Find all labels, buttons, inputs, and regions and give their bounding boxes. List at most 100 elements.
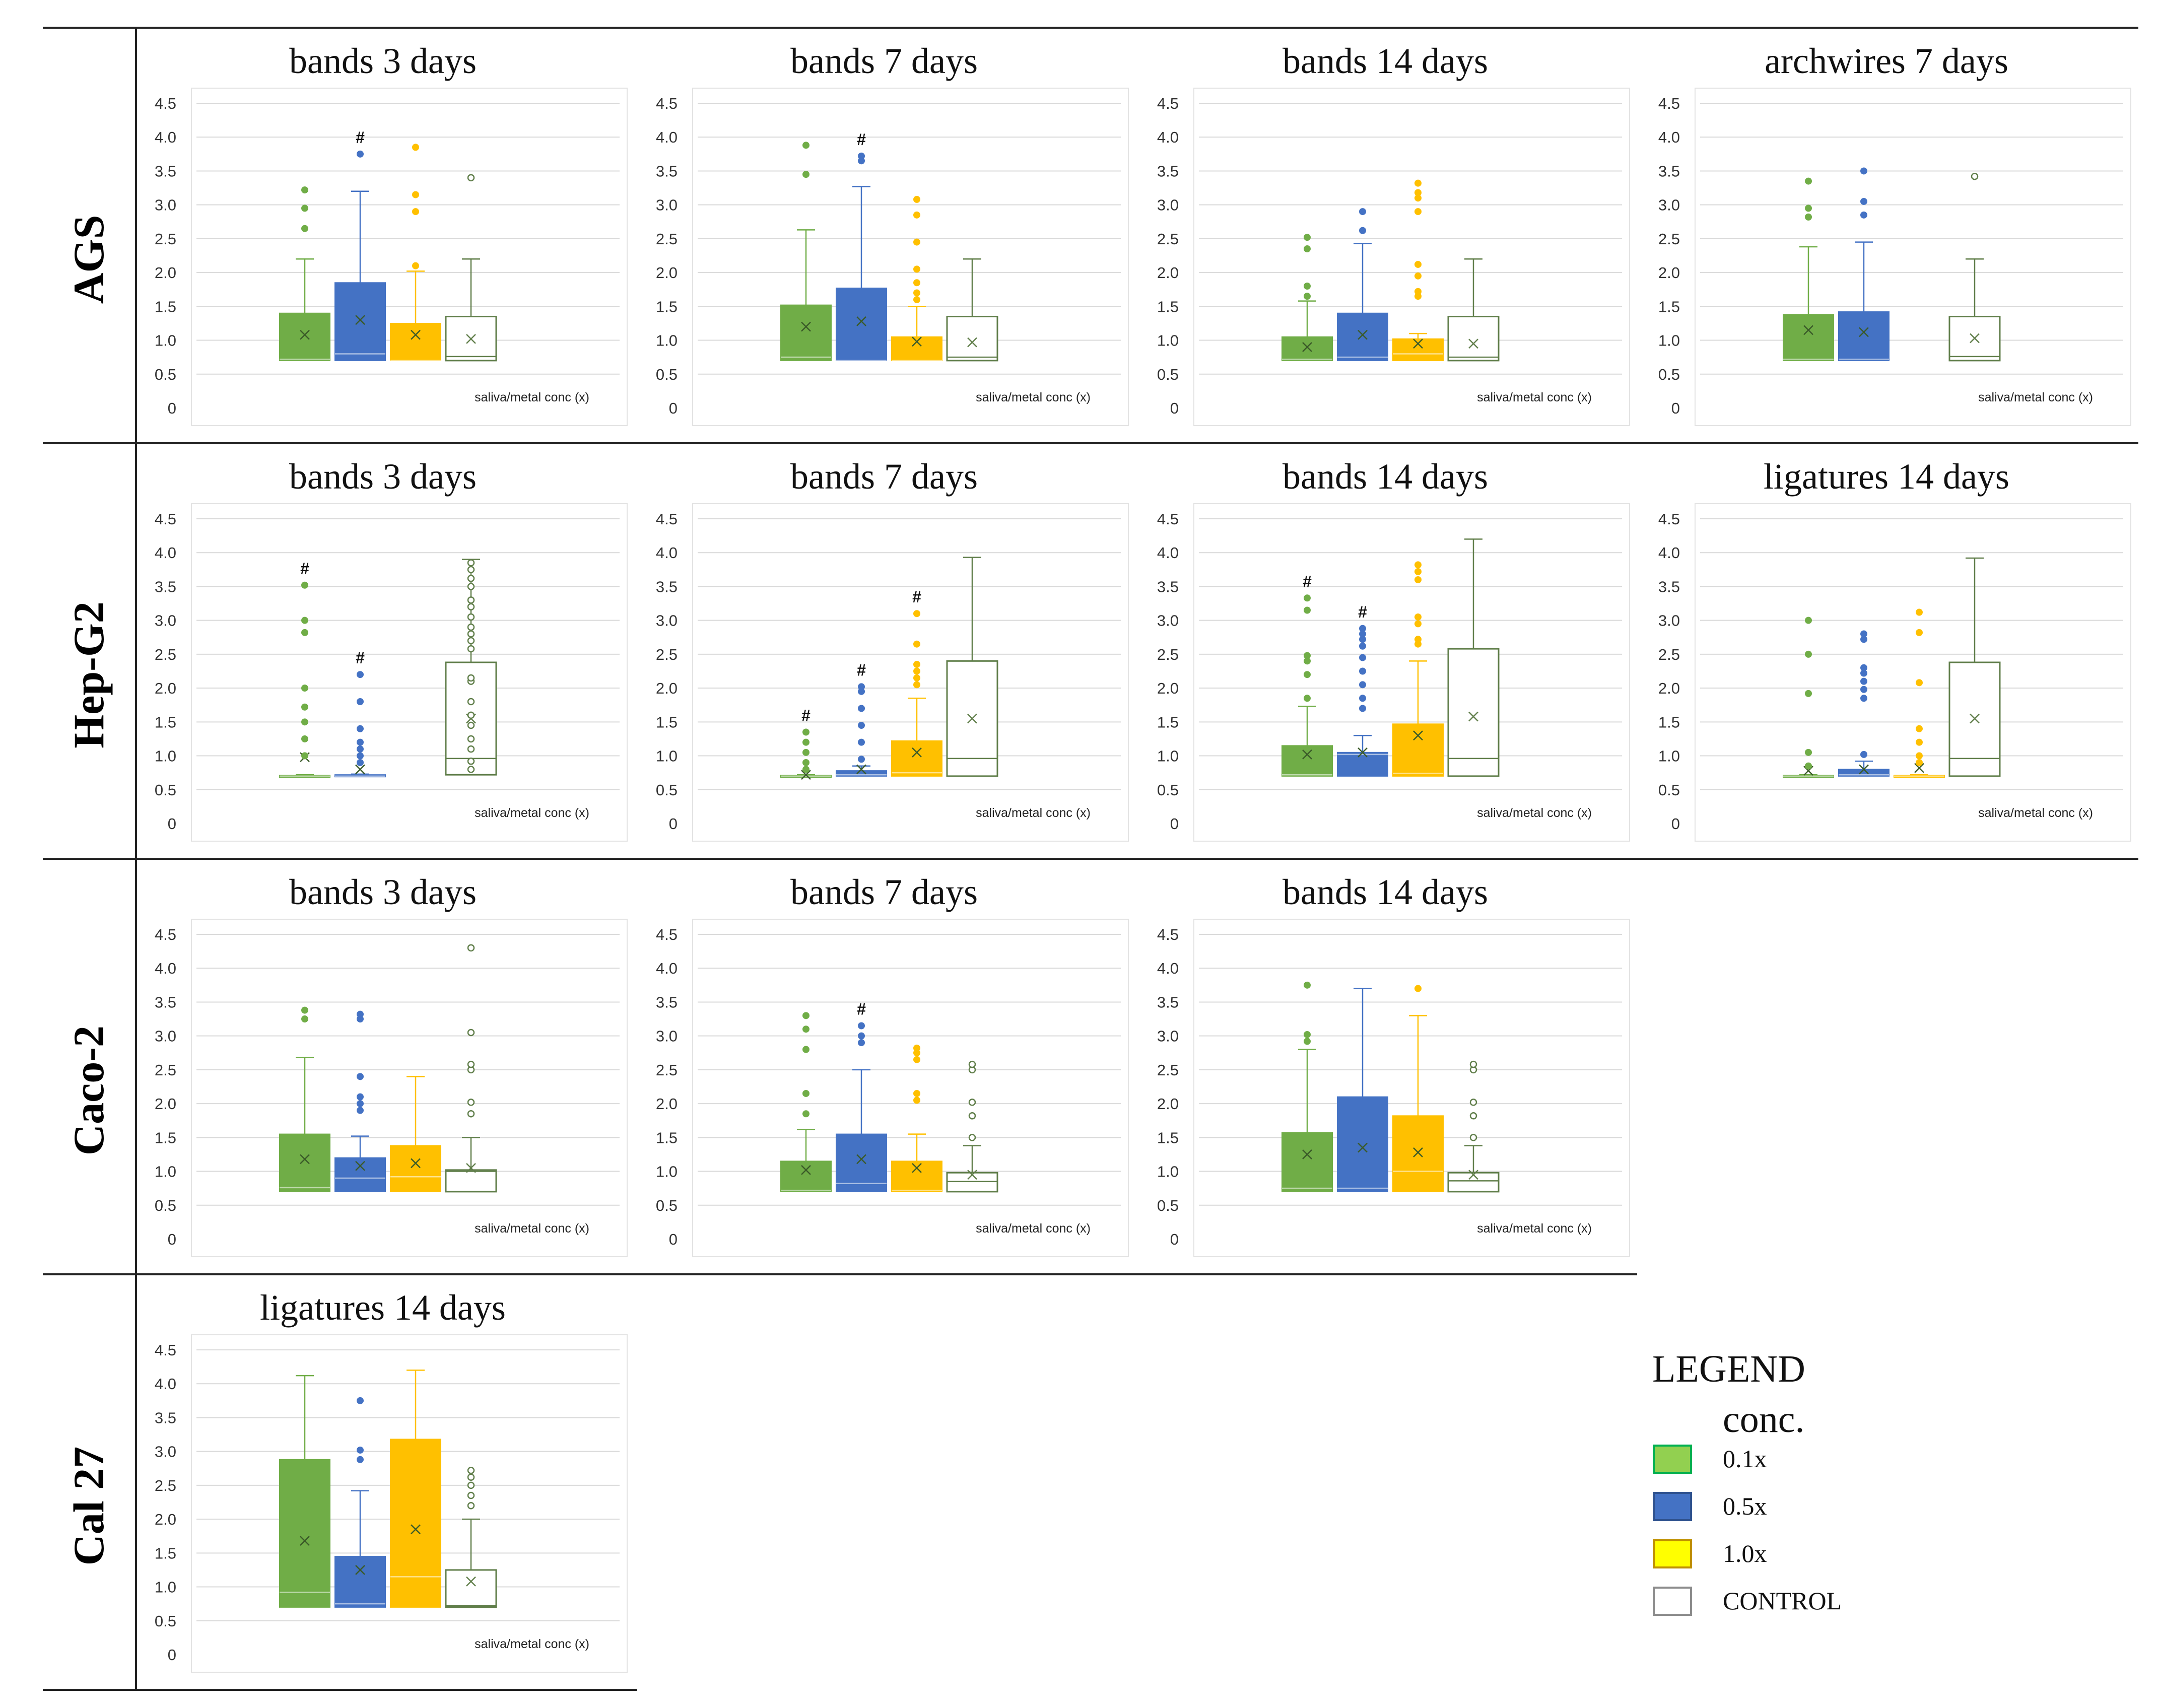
box-series-3 [445, 559, 497, 776]
box-series-3 [445, 944, 497, 1193]
y-tick-label: 0.5 [1658, 781, 1680, 799]
y-tick-label: 4.5 [1157, 926, 1179, 943]
box-series-0 [279, 1006, 330, 1192]
significance-marker: # [801, 707, 811, 725]
outlier-point [301, 1006, 308, 1014]
panel-title: ligatures 14 days [260, 1287, 506, 1328]
outlier-point [467, 745, 475, 753]
outlier-point [1860, 686, 1867, 693]
legend-swatch [1653, 1539, 1692, 1568]
outlier-point [913, 1097, 920, 1104]
outlier-point [301, 752, 308, 760]
legend: LEGEND conc. 0.1x 0.5x 1.0x CONTROL [1652, 1348, 1842, 1616]
outlier-point [802, 738, 809, 746]
box-series-3 [445, 1467, 497, 1608]
outlier-point [467, 559, 475, 567]
plot-frame [191, 503, 628, 842]
plot-frame [1695, 88, 2131, 426]
y-tick-label: 2.0 [656, 679, 678, 697]
plot-frame [1193, 88, 1630, 426]
plot-frame [191, 1334, 628, 1673]
outlier-point [802, 766, 809, 773]
y-tick-label: 3.5 [155, 578, 176, 595]
row-label: Cal 27 [64, 1447, 113, 1566]
y-tick-label: 0 [168, 815, 176, 833]
box [1392, 338, 1444, 361]
mean-marker [355, 315, 365, 325]
box-series-1 [1337, 208, 1388, 361]
significance-marker: # [1303, 572, 1312, 590]
outlier-point [802, 171, 809, 178]
outlier-point [1359, 208, 1366, 216]
outlier-point [467, 174, 475, 182]
outlier-point [1304, 1038, 1311, 1045]
outlier-point [357, 698, 364, 705]
outlier-point [1304, 293, 1311, 300]
y-tick-label: 0.5 [155, 1612, 176, 1630]
box [836, 770, 887, 777]
boxplot-panel: archwires 7 days 4.5 4.0 3.5 3.0 2.5 2.0 1.5 1.0… [1658, 41, 2131, 426]
panel-title: bands 14 days [1283, 41, 1488, 81]
outlier-point [1805, 748, 1812, 756]
y-tick-label: 4.0 [656, 128, 678, 146]
significance-marker: # [356, 649, 365, 667]
panel-title: archwires 7 days [1765, 41, 2008, 81]
box-series-2 [1894, 608, 1945, 778]
mean-marker [355, 1160, 365, 1171]
outlier-point [412, 144, 419, 151]
mean-marker [466, 333, 476, 344]
boxplot-panel: bands 3 days 4.5 4.0 3.5 3.0 2.5 2.0 1.5 1.0 0.5 0… [155, 41, 628, 426]
y-tick-label: 0.5 [1658, 366, 1680, 383]
y-tick-label: 2.0 [155, 1095, 176, 1113]
boxplot-panel: ligatures 14 days 4.5 4.0 3.5 3.0 2.5 2.0 1.5 1.… [1658, 456, 2131, 842]
box [780, 1160, 832, 1192]
outlier-point [1359, 654, 1366, 661]
boxplot-panel: bands 14 days 4.5 4.0 3.5 3.0 2.5 2.0 1.5 1.0 0.5… [1157, 41, 1630, 426]
box-series-2 [1392, 985, 1444, 1192]
outlier-point [802, 1046, 809, 1053]
y-tick-label: 1.5 [1157, 1129, 1179, 1146]
x-axis-label: saliva/metal conc (x) [475, 390, 589, 404]
box-series-1 [1838, 630, 1890, 777]
mean-marker [912, 747, 922, 758]
y-tick-label: 4.0 [155, 128, 176, 146]
outlier-point [301, 581, 308, 589]
row-labels: AGS Hep-G2 Caco-2 Cal 27 [64, 215, 113, 1566]
outlier-point [913, 1056, 920, 1063]
mean-marker [355, 1565, 365, 1575]
outlier-point [301, 204, 308, 212]
chart-panels: bands 3 days 4.5 4.0 3.5 3.0 2.5 2.0 1.5 1.0 0.5 0… [155, 41, 2131, 1673]
mean-marker [355, 764, 365, 775]
y-tick-label: 3.0 [155, 1443, 176, 1461]
mean-marker [1970, 333, 1980, 344]
outlier-point [1304, 594, 1311, 602]
outlier-point [1304, 283, 1311, 290]
mean-marker [912, 336, 922, 347]
outlier-point [1469, 1099, 1477, 1106]
y-tick-label: 1.5 [1658, 298, 1680, 315]
y-tick-label: 4.5 [155, 1341, 176, 1359]
box [1392, 1115, 1444, 1192]
outlier-point [1805, 690, 1812, 697]
y-tick-label: 4.0 [1157, 544, 1179, 562]
y-tick-label: 0.5 [155, 366, 176, 383]
y-tick-label: 4.5 [1658, 95, 1680, 112]
y-tick-label: 2.5 [656, 230, 678, 248]
panel-title: ligatures 14 days [1764, 456, 2009, 497]
outlier-point [357, 1397, 364, 1404]
outlier-point [913, 674, 920, 681]
y-tick-label: 2.0 [155, 679, 176, 697]
legend-item: 1.0x [1653, 1539, 1767, 1568]
y-tick-label: 1.0 [155, 1579, 176, 1596]
mean-marker [1302, 1149, 1312, 1159]
mean-marker [856, 1154, 866, 1165]
significance-marker: # [356, 128, 365, 147]
mean-marker [1358, 329, 1368, 340]
plot-frame [692, 503, 1129, 842]
y-tick-label: 1.0 [155, 1163, 176, 1181]
outlier-point [1304, 234, 1311, 241]
mean-marker [466, 1163, 476, 1173]
y-tick-label: 0.5 [656, 781, 678, 799]
outlier-point [913, 238, 920, 246]
y-tick-label: 3.0 [656, 1028, 678, 1045]
